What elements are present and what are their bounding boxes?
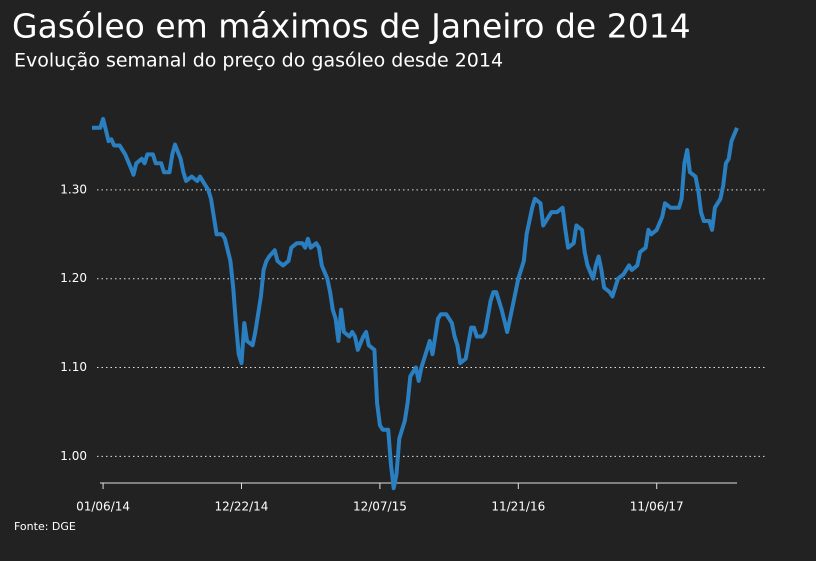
price-line [92,116,739,491]
y-tick-label: 1.30 [60,182,87,196]
x-tick-label: 11/21/16 [491,500,545,514]
x-tick-label: 12/07/15 [353,500,407,514]
y-tick-label: 1.00 [60,449,87,463]
x-tick-label: 12/22/14 [215,500,269,514]
y-tick-label: 1.20 [60,271,87,285]
y-tick-label: 1.10 [60,360,87,374]
chart-subtitle: Evolução semanal do preço do gasóleo des… [14,50,503,72]
x-tick-label: 01/06/14 [76,500,130,514]
source-note: Fonte: DGE [14,520,76,533]
chart-title: Gasóleo em máximos de Janeiro de 2014 [12,7,691,46]
x-tick-label: 11/06/17 [630,500,684,514]
